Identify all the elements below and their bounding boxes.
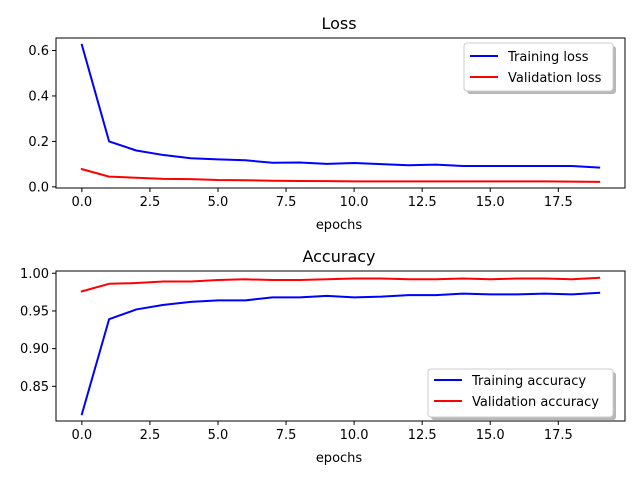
accuracy-legend-box xyxy=(427,368,614,418)
loss-legend: Training loss Validation loss xyxy=(463,42,616,94)
accuracy-x-tick-label: 15.0 xyxy=(476,428,505,443)
accuracy-x-tick-label: 7.5 xyxy=(276,428,297,443)
accuracy-x-tick-label: 12.5 xyxy=(408,428,437,443)
series-line-validation-accuracy xyxy=(80,276,601,293)
series-line-training-accuracy xyxy=(80,291,601,416)
legend-label-validation-loss: Validation loss xyxy=(508,71,602,86)
accuracy-y-tick-label: 0.85 xyxy=(20,380,49,395)
series-line-validation-loss xyxy=(80,167,601,183)
loss-y-tick-label: 0.2 xyxy=(28,135,49,150)
legend-label-training-loss: Training loss xyxy=(507,50,589,65)
accuracy-subplot: Accuracy 0.0 2.5 5.0 7.5 10.0 12.5 15.0 17.5 0.… xyxy=(20,247,626,466)
legend-label-training-accuracy: Training accuracy xyxy=(471,374,586,389)
loss-lines xyxy=(80,43,601,183)
accuracy-y-tick-label: 1.00 xyxy=(20,267,49,282)
accuracy-x-tick-label: 2.5 xyxy=(140,428,161,443)
accuracy-x-axis-label: epochs xyxy=(316,451,363,466)
loss-x-tick-label: 17.5 xyxy=(544,195,573,210)
accuracy-x-tick-label: 17.5 xyxy=(544,428,573,443)
loss-x-tick-label: 7.5 xyxy=(276,195,297,210)
accuracy-x-ticks: 0.0 2.5 5.0 7.5 10.0 12.5 15.0 17.5 xyxy=(72,421,573,443)
accuracy-y-tick-label: 0.90 xyxy=(20,342,49,357)
accuracy-y-ticks: 0.85 0.90 0.95 1.00 xyxy=(20,267,56,395)
series-line-training-loss xyxy=(80,43,601,169)
accuracy-x-tick-label: 5.0 xyxy=(208,428,229,443)
loss-legend-box xyxy=(463,42,614,92)
accuracy-x-tick-label: 0.0 xyxy=(72,428,93,443)
loss-title: Loss xyxy=(321,14,356,33)
loss-x-tick-label: 0.0 xyxy=(72,195,93,210)
loss-x-ticks: 0.0 2.5 5.0 7.5 10.0 12.5 15.0 17.5 xyxy=(72,188,573,210)
loss-y-ticks: 0.0 0.2 0.4 0.6 xyxy=(28,44,56,195)
loss-y-tick-label: 0.0 xyxy=(28,180,49,195)
loss-y-tick-label: 0.4 xyxy=(28,89,49,104)
loss-x-axis-label: epochs xyxy=(316,218,363,233)
loss-subplot: Loss 0.0 2.5 5.0 7.5 10.0 12.5 15.0 17.5 0.0 0.2… xyxy=(28,14,626,233)
loss-x-tick-label: 10.0 xyxy=(340,195,369,210)
accuracy-title: Accuracy xyxy=(302,247,375,266)
accuracy-legend: Training accuracy Validation accuracy xyxy=(427,368,616,420)
accuracy-y-tick-label: 0.95 xyxy=(20,304,49,319)
loss-x-tick-label: 5.0 xyxy=(208,195,229,210)
loss-x-tick-label: 2.5 xyxy=(140,195,161,210)
loss-x-tick-label: 12.5 xyxy=(408,195,437,210)
accuracy-lines xyxy=(80,276,601,416)
loss-y-tick-label: 0.6 xyxy=(28,44,49,59)
loss-x-tick-label: 15.0 xyxy=(476,195,505,210)
accuracy-x-tick-label: 10.0 xyxy=(340,428,369,443)
legend-label-validation-accuracy: Validation accuracy xyxy=(472,395,599,410)
